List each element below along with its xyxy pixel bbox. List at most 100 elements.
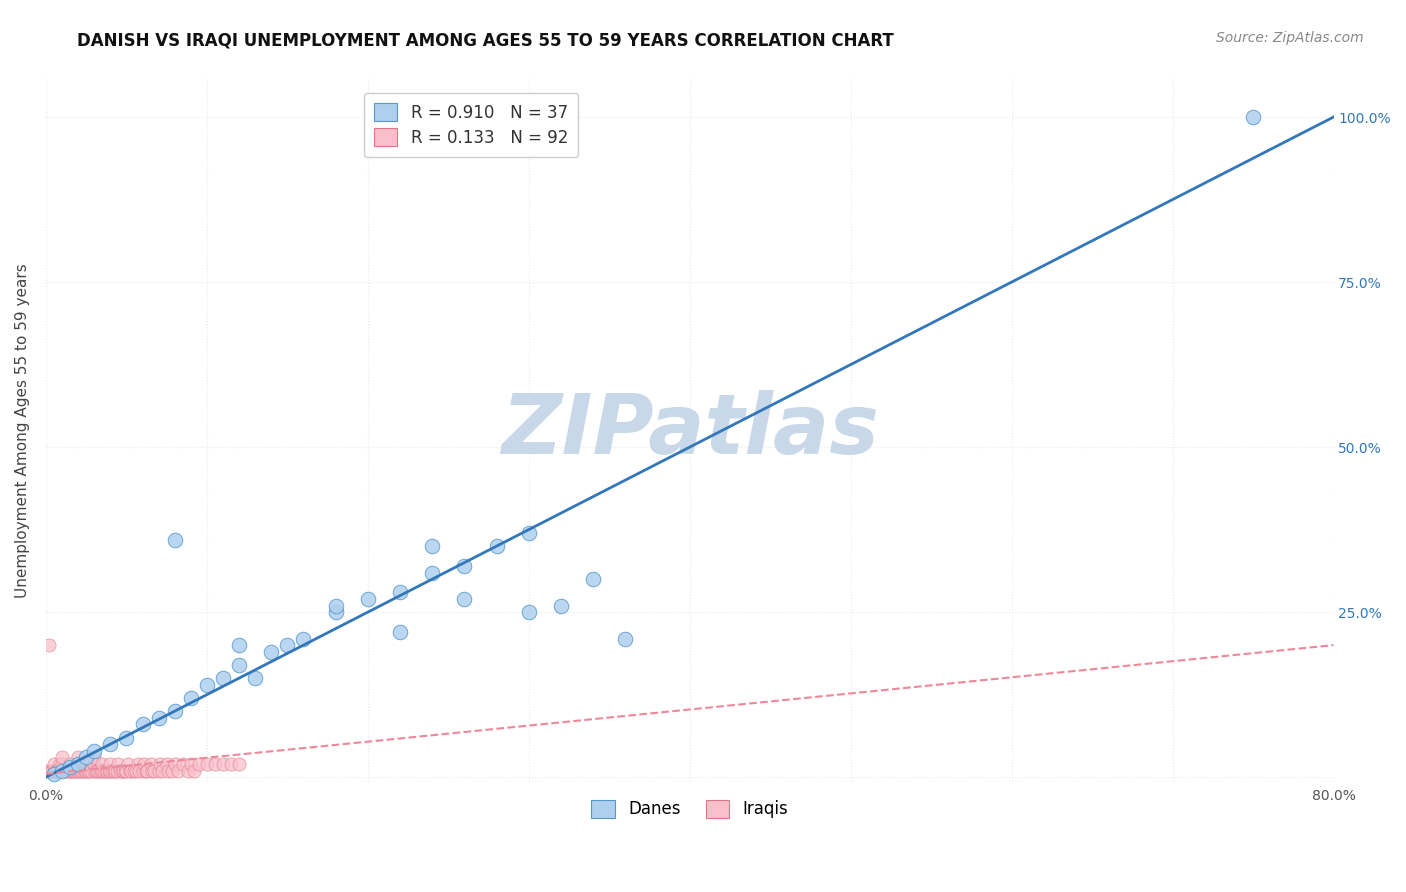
Point (87, 764, 110, 778)
Point (245, 671, 267, 685)
Point (212, 756, 235, 771)
Point (148, 711, 170, 725)
Point (67, 764, 90, 778)
Legend: Danes, Iraqis: Danes, Iraqis (585, 793, 794, 825)
Point (49, 756, 72, 771)
Point (93, 764, 115, 778)
Point (86, 764, 108, 778)
Y-axis label: Unemployment Among Ages 55 to 59 years: Unemployment Among Ages 55 to 59 years (15, 263, 30, 598)
Point (167, 764, 190, 778)
Point (59, 760, 82, 774)
Point (420, 566, 443, 580)
Point (83, 764, 105, 778)
Point (1241, 110, 1264, 124)
Point (195, 678, 218, 692)
Point (98, 756, 121, 771)
Point (142, 764, 165, 778)
Point (219, 756, 242, 771)
Point (83, 750, 105, 764)
Point (46, 764, 69, 778)
Point (260, 645, 283, 659)
Point (420, 539, 443, 553)
Point (120, 764, 142, 778)
Point (105, 764, 128, 778)
Point (124, 764, 146, 778)
Point (67, 756, 90, 771)
Point (98, 764, 121, 778)
Point (582, 572, 605, 586)
Point (83, 756, 105, 771)
Point (163, 704, 186, 718)
Text: Source: ZipAtlas.com: Source: ZipAtlas.com (1216, 31, 1364, 45)
Point (97, 764, 120, 778)
Point (149, 756, 172, 771)
Point (148, 764, 170, 778)
Point (96, 764, 118, 778)
Point (135, 764, 157, 778)
Point (56, 764, 79, 778)
Point (115, 731, 138, 745)
Point (63, 764, 86, 778)
Point (453, 558, 475, 573)
Point (118, 764, 141, 778)
Point (90, 764, 112, 778)
Point (98, 737, 121, 751)
Point (180, 690, 202, 705)
Point (204, 756, 226, 771)
Point (163, 756, 186, 771)
Point (183, 764, 205, 778)
Point (73, 764, 96, 778)
Point (115, 764, 138, 778)
Text: DANISH VS IRAQI UNEMPLOYMENT AMONG AGES 55 TO 59 YEARS CORRELATION CHART: DANISH VS IRAQI UNEMPLOYMENT AMONG AGES … (77, 31, 894, 49)
Point (42, 756, 65, 771)
Point (91, 756, 114, 771)
Point (131, 764, 153, 778)
Point (51, 750, 73, 764)
Point (136, 764, 159, 778)
Point (60, 764, 83, 778)
Point (389, 624, 412, 639)
Point (45, 764, 67, 778)
Point (75, 764, 97, 778)
Point (114, 764, 136, 778)
Point (80, 764, 103, 778)
Point (150, 764, 173, 778)
Point (94, 764, 117, 778)
Point (517, 525, 540, 540)
Point (48, 764, 70, 778)
Point (51, 764, 73, 778)
Point (101, 764, 124, 778)
Point (83, 744, 105, 758)
Point (65, 764, 87, 778)
Point (38, 638, 60, 652)
Point (67, 756, 90, 771)
Point (176, 764, 198, 778)
Point (128, 764, 150, 778)
Point (39, 764, 62, 778)
Point (53, 764, 76, 778)
Point (42, 767, 65, 781)
Point (325, 599, 347, 613)
Point (69, 764, 91, 778)
Point (59, 756, 82, 771)
Point (58, 764, 80, 778)
Point (172, 756, 194, 771)
Point (37, 764, 59, 778)
Point (75, 756, 97, 771)
Point (276, 638, 298, 652)
Point (389, 585, 412, 599)
Point (84, 764, 107, 778)
Point (107, 756, 129, 771)
Point (134, 756, 156, 771)
Point (157, 764, 180, 778)
Point (131, 717, 153, 731)
Point (292, 632, 315, 646)
Point (110, 764, 132, 778)
Point (91, 764, 114, 778)
Point (160, 764, 183, 778)
Point (62, 764, 84, 778)
Point (517, 605, 540, 619)
Point (104, 764, 127, 778)
Point (163, 533, 186, 547)
Point (117, 756, 139, 771)
